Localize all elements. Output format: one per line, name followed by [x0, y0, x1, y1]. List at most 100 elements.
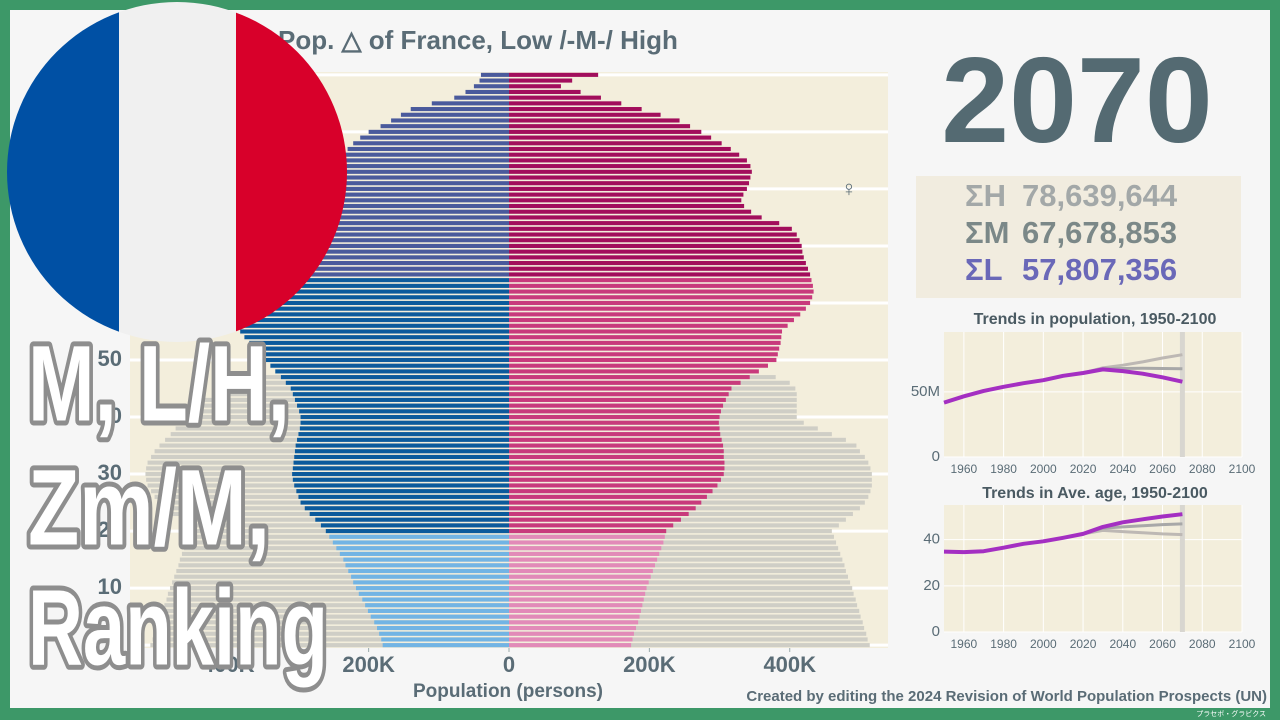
bar: [479, 78, 509, 83]
bar: [509, 540, 664, 545]
overlay-line: Ranking: [28, 567, 328, 688]
bar: [299, 409, 509, 414]
bar: [509, 78, 573, 83]
x-axis-label: Population (persons): [413, 681, 603, 702]
x-tick-label: 1960: [951, 462, 978, 476]
high-bar: [509, 614, 861, 619]
bar: [509, 523, 674, 528]
high-bar: [509, 546, 839, 551]
watermark: プラセボ・グラビクス: [1196, 709, 1266, 718]
bar: [244, 335, 509, 340]
bar: [244, 243, 509, 248]
plot-background: [944, 332, 1242, 457]
bar: [304, 506, 509, 511]
high-bar: [160, 614, 509, 619]
bar: [292, 466, 509, 471]
bar: [509, 546, 662, 551]
bar: [509, 580, 649, 585]
bar: [509, 158, 747, 163]
total-label: ΣL: [965, 252, 1003, 287]
total-label: ΣM: [965, 215, 1009, 250]
y-tick-label: 50: [98, 346, 122, 371]
high-bar: [509, 631, 867, 636]
bar: [509, 335, 782, 340]
bar: [509, 397, 726, 402]
bar: [509, 146, 731, 152]
high-bar: [509, 534, 834, 539]
bar: [323, 169, 509, 174]
bar: [509, 89, 581, 95]
bar: [509, 72, 599, 77]
y-tick-label: 0: [932, 448, 940, 465]
bar: [509, 506, 696, 511]
bar: [410, 107, 509, 112]
bar: [285, 380, 509, 385]
bar: [260, 352, 509, 357]
bar: [336, 546, 509, 551]
bar: [290, 386, 509, 391]
bar: [509, 426, 720, 431]
bar: [509, 443, 724, 448]
high-bar: [162, 608, 509, 613]
high-bar: [152, 637, 509, 642]
bar: [509, 392, 729, 397]
bar: [368, 129, 509, 134]
bar: [380, 124, 509, 129]
bar: [509, 260, 806, 266]
bar: [509, 169, 752, 174]
bar: [236, 323, 509, 328]
bar: [324, 181, 509, 186]
bar: [250, 232, 510, 237]
high-bar: [509, 523, 839, 528]
bar: [294, 449, 509, 454]
bar: [509, 437, 722, 442]
high-bar: [172, 580, 509, 585]
bar: [229, 312, 509, 317]
bar: [294, 454, 509, 460]
x-tick-label: 2000: [1030, 462, 1057, 476]
high-bar: [509, 586, 853, 591]
bar: [509, 643, 632, 648]
bar: [297, 403, 509, 408]
high-bar: [509, 625, 865, 631]
x-tick-label: 200K: [342, 652, 395, 677]
bar: [509, 238, 800, 243]
bar: [292, 392, 509, 397]
total-value: 78,639,644: [1022, 178, 1178, 213]
high-bar: [509, 529, 832, 534]
high-bar: [509, 551, 841, 556]
bar: [294, 483, 509, 488]
bar: [263, 221, 509, 226]
bar: [299, 426, 509, 431]
x-tick-label: 2100: [1229, 637, 1256, 651]
total-label: ΣH: [965, 178, 1006, 213]
bar: [509, 318, 794, 323]
bar: [300, 414, 509, 420]
bar: [358, 591, 509, 596]
bar: [348, 568, 509, 574]
bar: [509, 586, 647, 591]
bar: [509, 637, 633, 642]
bar: [509, 312, 801, 317]
bar: [232, 266, 509, 271]
bar: [323, 175, 509, 180]
bar: [509, 477, 721, 482]
high-bar: [150, 643, 509, 648]
y-tick-label: 0: [932, 623, 940, 640]
bar: [355, 586, 509, 591]
bar: [325, 192, 509, 197]
high-bar: [174, 574, 509, 579]
bar: [509, 357, 777, 363]
bar: [343, 557, 509, 562]
bar: [293, 460, 509, 465]
bar: [400, 112, 509, 117]
high-bar: [155, 625, 510, 631]
x-tick-label: 2020: [1070, 637, 1097, 651]
bar: [509, 494, 707, 499]
bar: [249, 340, 509, 345]
bar: [256, 226, 509, 231]
y-tick-label: 40: [98, 403, 122, 428]
bar: [509, 101, 622, 106]
flag-white: [119, 2, 236, 342]
